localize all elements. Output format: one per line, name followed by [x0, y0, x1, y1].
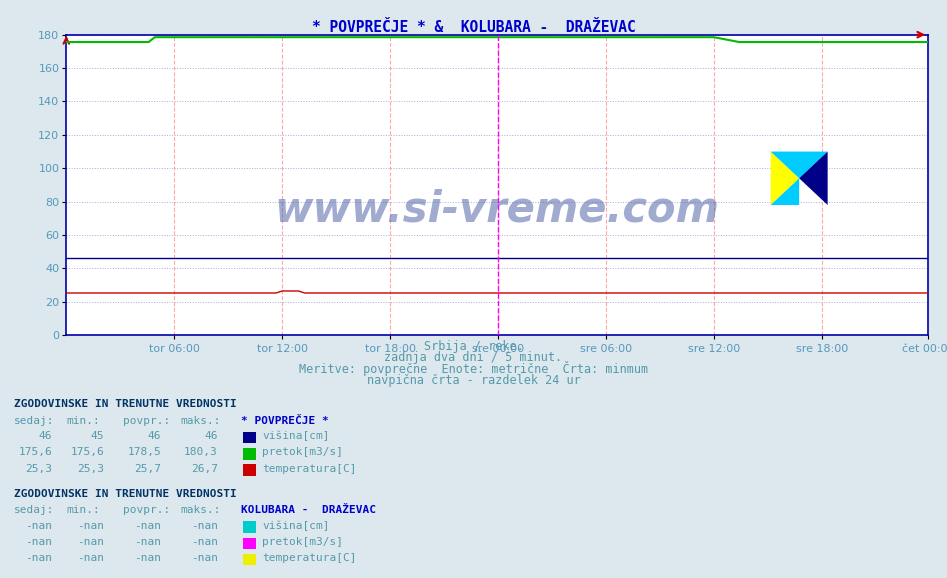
Text: -nan: -nan [77, 537, 104, 547]
Text: -nan: -nan [190, 537, 218, 547]
Text: -nan: -nan [190, 521, 218, 531]
Text: 25,7: 25,7 [134, 464, 161, 473]
Text: pretok[m3/s]: pretok[m3/s] [262, 537, 344, 547]
Text: 25,3: 25,3 [25, 464, 52, 473]
Text: sedaj:: sedaj: [14, 416, 55, 425]
Text: * POVPREČJE *: * POVPREČJE * [241, 416, 330, 425]
Text: 45: 45 [91, 431, 104, 441]
Text: 175,6: 175,6 [18, 447, 52, 457]
Text: 26,7: 26,7 [190, 464, 218, 473]
Text: -nan: -nan [134, 537, 161, 547]
Polygon shape [771, 151, 799, 205]
Text: -nan: -nan [134, 553, 161, 563]
Text: -nan: -nan [25, 537, 52, 547]
Text: 175,6: 175,6 [70, 447, 104, 457]
Polygon shape [771, 178, 799, 205]
Text: višina[cm]: višina[cm] [262, 520, 330, 531]
Polygon shape [799, 151, 828, 205]
Text: 178,5: 178,5 [127, 447, 161, 457]
Text: 46: 46 [148, 431, 161, 441]
Text: * POVPREČJE * &  KOLUBARA -  DRAŽEVAC: * POVPREČJE * & KOLUBARA - DRAŽEVAC [312, 20, 635, 35]
Text: temperatura[C]: temperatura[C] [262, 464, 357, 473]
Text: navpična črta - razdelek 24 ur: navpična črta - razdelek 24 ur [366, 375, 581, 387]
Text: pretok[m3/s]: pretok[m3/s] [262, 447, 344, 457]
Text: -nan: -nan [77, 553, 104, 563]
Text: višina[cm]: višina[cm] [262, 431, 330, 441]
Text: temperatura[C]: temperatura[C] [262, 553, 357, 563]
Text: ZGODOVINSKE IN TRENUTNE VREDNOSTI: ZGODOVINSKE IN TRENUTNE VREDNOSTI [14, 489, 237, 499]
Text: -nan: -nan [190, 553, 218, 563]
Text: povpr.:: povpr.: [123, 416, 170, 425]
Text: povpr.:: povpr.: [123, 505, 170, 515]
Text: maks.:: maks.: [180, 416, 221, 425]
Text: Srbija / reke.: Srbija / reke. [423, 340, 524, 353]
Text: 180,3: 180,3 [184, 447, 218, 457]
Text: 46: 46 [205, 431, 218, 441]
Text: 46: 46 [39, 431, 52, 441]
Text: ZGODOVINSKE IN TRENUTNE VREDNOSTI: ZGODOVINSKE IN TRENUTNE VREDNOSTI [14, 399, 237, 409]
Text: -nan: -nan [134, 521, 161, 531]
Polygon shape [771, 151, 828, 178]
Text: KOLUBARA -  DRAŽEVAC: KOLUBARA - DRAŽEVAC [241, 505, 377, 515]
Text: -nan: -nan [25, 521, 52, 531]
Text: maks.:: maks.: [180, 505, 221, 515]
Text: min.:: min.: [66, 505, 100, 515]
Text: Meritve: povprečne  Enote: metrične  Črta: minmum: Meritve: povprečne Enote: metrične Črta:… [299, 361, 648, 376]
Text: 25,3: 25,3 [77, 464, 104, 473]
Text: zadnja dva dni / 5 minut.: zadnja dva dni / 5 minut. [384, 351, 563, 364]
Text: sedaj:: sedaj: [14, 505, 55, 515]
Text: -nan: -nan [77, 521, 104, 531]
Text: -nan: -nan [25, 553, 52, 563]
Text: www.si-vreme.com: www.si-vreme.com [275, 188, 720, 230]
Text: min.:: min.: [66, 416, 100, 425]
